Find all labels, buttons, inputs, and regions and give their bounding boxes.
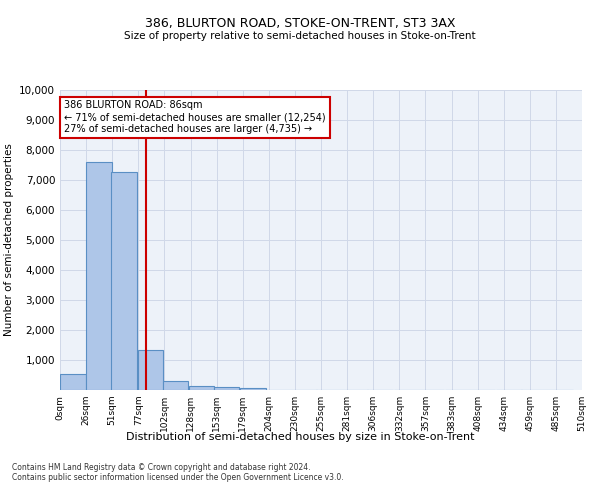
Y-axis label: Number of semi-detached properties: Number of semi-detached properties <box>4 144 14 336</box>
Bar <box>60 374 86 390</box>
Bar <box>112 172 137 390</box>
Text: 386, BLURTON ROAD, STOKE-ON-TRENT, ST3 3AX: 386, BLURTON ROAD, STOKE-ON-TRENT, ST3 3… <box>145 18 455 30</box>
Bar <box>240 388 266 390</box>
Text: Size of property relative to semi-detached houses in Stoke-on-Trent: Size of property relative to semi-detach… <box>124 31 476 41</box>
Bar <box>163 381 188 390</box>
Bar <box>137 350 163 390</box>
Bar <box>189 386 214 390</box>
Text: Contains public sector information licensed under the Open Government Licence v3: Contains public sector information licen… <box>12 474 344 482</box>
Text: Distribution of semi-detached houses by size in Stoke-on-Trent: Distribution of semi-detached houses by … <box>126 432 474 442</box>
Text: 386 BLURTON ROAD: 86sqm
← 71% of semi-detached houses are smaller (12,254)
27% o: 386 BLURTON ROAD: 86sqm ← 71% of semi-de… <box>64 100 326 134</box>
Text: Contains HM Land Registry data © Crown copyright and database right 2024.: Contains HM Land Registry data © Crown c… <box>12 464 311 472</box>
Bar <box>214 387 239 390</box>
Bar <box>86 162 112 390</box>
